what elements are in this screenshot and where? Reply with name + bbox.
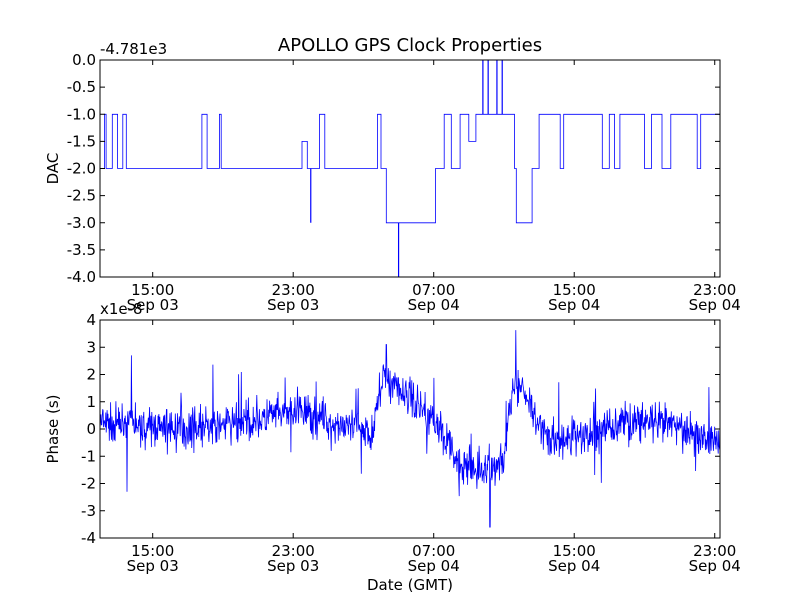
x-tick-label-date: Sep 03 [267, 557, 319, 575]
y-tick-label: -1.0 [67, 105, 96, 123]
x-tick-label-time: 07:00 [412, 281, 455, 299]
dac-offset-label: -4.781e3 [100, 40, 167, 58]
x-tick-label-date: Sep 03 [267, 296, 319, 314]
phase-x-label: Date (GMT) [367, 576, 453, 594]
x-tick-label-date: Sep 04 [689, 557, 741, 575]
x-tick-label-date: Sep 04 [408, 296, 460, 314]
phase-offset-label: x1e-8 [100, 300, 143, 318]
x-tick-label-date: Sep 04 [408, 557, 460, 575]
dac-y-ticks: 0.0 -0.5 -1.0 -1.5 -2.0 -2.5 -3.0 -3.5 -4.0 [67, 51, 720, 286]
dac-step-line [100, 113, 720, 224]
y-tick-label: 1 [86, 393, 96, 411]
phase-y-label: Phase (s) [44, 394, 62, 463]
x-tick-label-date: Sep 03 [127, 557, 179, 575]
y-tick-label: -0.5 [67, 78, 96, 96]
y-tick-label: -2 [81, 475, 96, 493]
y-tick-label: 3 [86, 338, 96, 356]
x-tick-label-date: Sep 04 [689, 296, 741, 314]
y-tick-label: -4 [81, 529, 96, 547]
x-tick-label-time: 07:00 [412, 542, 455, 560]
y-tick-label: -3 [81, 502, 96, 520]
x-tick-label-time: 15:00 [553, 281, 596, 299]
x-tick-label-time: 23:00 [272, 542, 315, 560]
x-tick-label-date: Sep 04 [548, 557, 600, 575]
phase-series [99, 330, 721, 528]
y-tick-label: 0.0 [72, 51, 96, 69]
x-tick-label-date: Sep 04 [548, 296, 600, 314]
x-tick-label-time: 23:00 [272, 281, 315, 299]
x-tick-label-date: Sep 03 [127, 296, 179, 314]
y-tick-label: -3.0 [67, 214, 96, 232]
dac-y-label: DAC [44, 153, 62, 185]
x-tick-label-time: 15:00 [131, 281, 174, 299]
x-tick-label-time: 15:00 [553, 542, 596, 560]
chart-title: APOLLO GPS Clock Properties [278, 35, 542, 56]
y-tick-label: -3.5 [67, 241, 96, 259]
phase-line [99, 330, 721, 528]
y-tick-label: -2.5 [67, 187, 96, 205]
x-tick-label-time: 23:00 [693, 542, 736, 560]
dac-series [100, 60, 720, 277]
y-tick-label: -1.5 [67, 132, 96, 150]
y-tick-label: -2.0 [67, 160, 96, 178]
x-tick-label-time: 15:00 [131, 542, 174, 560]
y-tick-label: 0 [86, 420, 96, 438]
y-tick-label: -1 [81, 447, 96, 465]
y-tick-label: 2 [86, 366, 96, 384]
y-tick-label: -4.0 [67, 268, 96, 286]
y-tick-label: 4 [86, 311, 96, 329]
phase-y-ticks: 4 3 2 1 0 -1 -2 -3 -4 [81, 311, 720, 547]
dac-panel: 0.0 -0.5 -1.0 -1.5 -2.0 -2.5 -3.0 -3.5 -4.0 15:0… [44, 40, 741, 314]
x-tick-label-time: 23:00 [693, 281, 736, 299]
